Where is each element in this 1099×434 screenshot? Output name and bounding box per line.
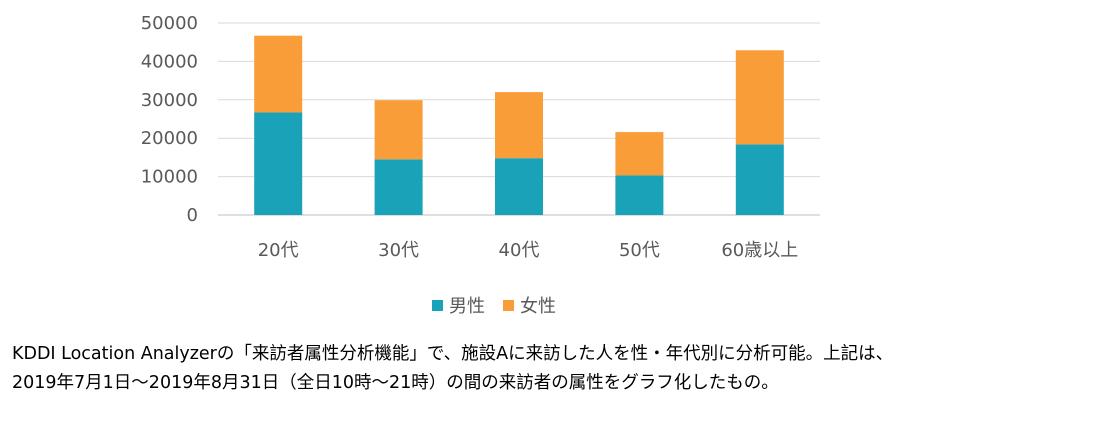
caption-line-1: KDDI Location Analyzerの「来訪者属性分析機能」で、施設Aに… — [12, 344, 894, 364]
legend-item-male: 男性 — [432, 292, 485, 318]
bar-male — [615, 175, 664, 215]
y-tick-label: 0 — [187, 205, 198, 226]
stacked-bar-chart: 0 10000 20000 30000 40000 50000 20代 30代 40代 50代 6… — [141, 13, 820, 261]
bars — [254, 35, 784, 215]
bar-female — [615, 132, 664, 176]
y-tick-label: 10000 — [141, 167, 198, 188]
category-label: 50代 — [619, 240, 660, 261]
bar-female — [254, 35, 303, 113]
bar-male — [495, 158, 543, 215]
category-label: 40代 — [499, 240, 540, 261]
bar-female — [495, 92, 543, 159]
caption-line-2: 2019年7月1日～2019年8月31日（全日10時～21時）の間の来訪者の属性… — [12, 373, 779, 393]
bar-male — [374, 159, 423, 215]
legend: 男性 女性 — [432, 292, 556, 318]
category-label: 60歳以上 — [721, 240, 798, 261]
category-label: 30代 — [378, 240, 419, 261]
category-label: 20代 — [258, 240, 299, 261]
y-tick-label: 30000 — [141, 90, 198, 111]
bar-male — [254, 112, 303, 215]
legend-item-female: 女性 — [503, 292, 556, 318]
x-axis-category-labels: 20代 30代 40代 50代 60歳以上 — [258, 240, 799, 261]
legend-swatch-male — [432, 299, 443, 311]
legend-label-female: 女性 — [520, 296, 556, 317]
legend-swatch-female — [503, 299, 514, 311]
y-tick-label: 20000 — [141, 128, 198, 149]
y-tick-label: 50000 — [141, 13, 198, 34]
y-axis-tick-labels: 0 10000 20000 30000 40000 50000 — [141, 13, 198, 226]
bar-female — [735, 50, 784, 145]
caption: KDDI Location Analyzerの「来訪者属性分析機能」で、施設Aに… — [12, 340, 1092, 398]
legend-label-male: 男性 — [449, 296, 485, 317]
bar-female — [374, 100, 423, 160]
bar-male — [735, 144, 784, 215]
y-tick-label: 40000 — [141, 51, 198, 72]
